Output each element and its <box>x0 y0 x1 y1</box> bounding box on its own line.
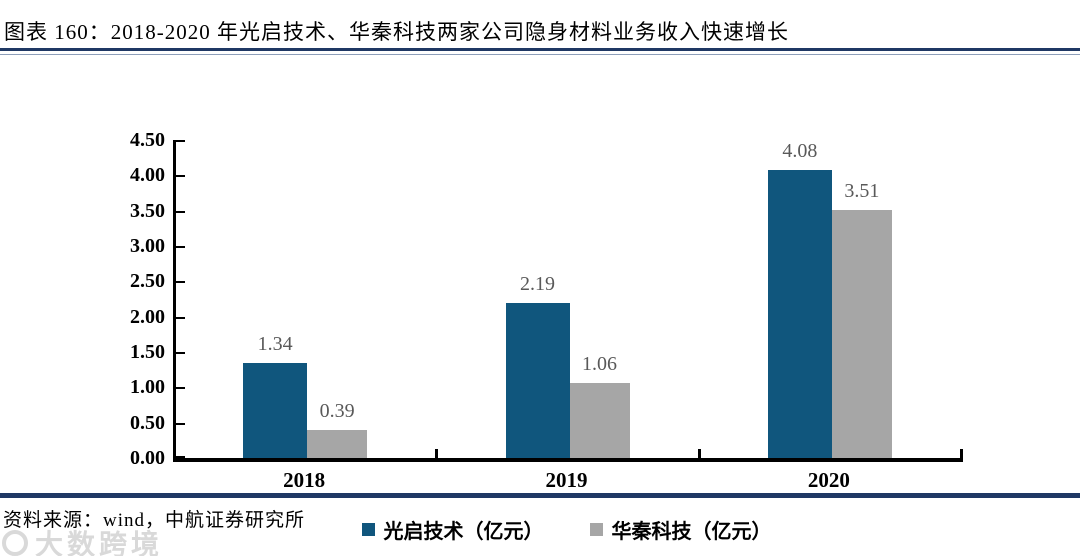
y-tick <box>176 316 185 319</box>
x-category-label: 2019 <box>545 468 588 492</box>
x-tick <box>435 449 439 458</box>
bar-2020-series1 <box>831 209 892 458</box>
bar-2019-series1 <box>569 383 630 458</box>
watermark-logo-icon <box>2 530 28 556</box>
y-tick <box>176 387 185 390</box>
bar-2018-series0 <box>243 363 308 458</box>
title-rule <box>0 48 1080 55</box>
legend-swatch-icon <box>361 523 375 536</box>
y-tick <box>176 140 185 142</box>
y-tick <box>176 352 185 354</box>
x-tick <box>960 449 963 458</box>
bar-2019-series0 <box>505 303 570 458</box>
y-tick <box>176 210 185 213</box>
legend-item: 光启技术（亿元） <box>361 515 544 544</box>
y-tick-label: 3.50 <box>130 199 165 222</box>
watermark: 大数跨境 <box>2 523 163 556</box>
y-tick <box>176 281 185 284</box>
bar-value-label: 2.19 <box>520 273 555 296</box>
bar-value-label: 4.08 <box>782 139 818 162</box>
x-axis-labels: 2018 2019 2020 <box>173 468 960 498</box>
bar-2020-series0 <box>767 169 832 458</box>
legend-swatch-icon <box>589 523 603 536</box>
legend: 光启技术（亿元） 华秦科技（亿元） <box>173 515 960 544</box>
bar-value-label: 1.06 <box>582 353 617 376</box>
source-note: 资料来源：wind，中航证券研究所 <box>3 510 306 531</box>
bar-2018-series1 <box>307 430 368 458</box>
y-axis-labels: 4.50 4.00 3.50 3.00 2.50 2.00 1.50 1.00 0.50 0.00 <box>60 129 165 469</box>
bar-chart: 4.50 4.00 3.50 3.00 2.50 2.00 1.50 1.00 0.50 0.00… <box>0 60 1080 543</box>
y-tick <box>176 456 185 458</box>
x-category-label: 2020 <box>807 468 850 492</box>
y-tick-label: 2.00 <box>130 305 165 328</box>
bottom-rule <box>0 493 1080 498</box>
bar-value-label: 1.34 <box>257 333 293 356</box>
y-tick-label: 1.00 <box>130 376 165 399</box>
bar-value-label: 0.39 <box>319 400 355 423</box>
watermark-text: 大数跨境 <box>35 529 164 556</box>
plot-area: 1.34 0.39 2.19 1.06 4.08 3.51 <box>173 140 963 462</box>
y-tick-label: 3.00 <box>130 235 165 257</box>
y-tick-label: 0.50 <box>130 411 165 434</box>
x-category-label: 2018 <box>283 468 326 492</box>
bar-value-label: 3.51 <box>844 179 880 202</box>
y-tick-label: 4.50 <box>130 129 165 151</box>
figure-title: 图表 160：2018-2020 年光启技术、华秦科技两家公司隐身材料业务收入快… <box>4 20 789 44</box>
y-tick <box>176 246 185 248</box>
y-tick <box>176 175 185 178</box>
legend-label: 光启技术（亿元） <box>383 521 544 543</box>
y-tick-label: 2.50 <box>130 270 165 293</box>
y-tick <box>176 422 185 425</box>
y-tick-label: 1.50 <box>130 341 165 363</box>
legend-label: 华秦科技（亿元） <box>611 521 772 543</box>
y-tick-label: 4.00 <box>130 164 165 187</box>
x-tick <box>697 449 701 458</box>
legend-item: 华秦科技（亿元） <box>589 515 772 544</box>
y-tick-label: 0.00 <box>130 447 165 469</box>
